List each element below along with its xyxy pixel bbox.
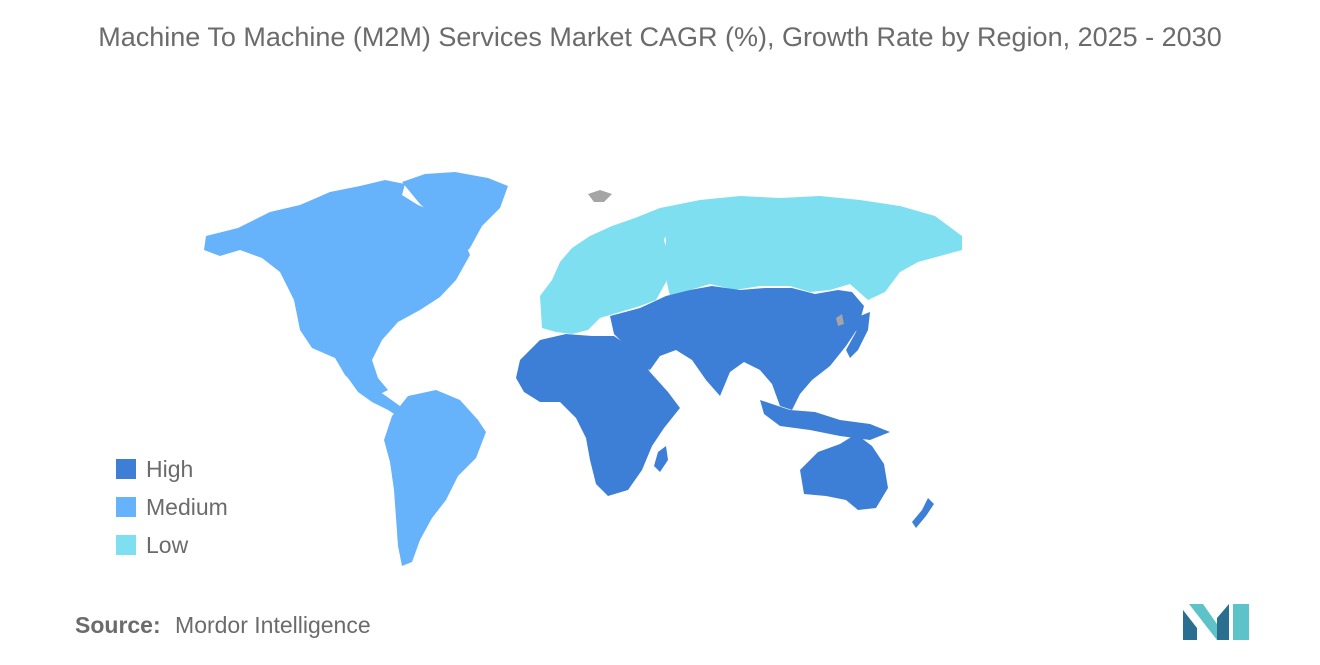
region-russia bbox=[660, 196, 962, 300]
region-japan bbox=[846, 312, 870, 358]
region-europe bbox=[540, 208, 670, 334]
source-value: Mordor Intelligence bbox=[175, 612, 371, 638]
source-note: Source: Mordor Intelligence bbox=[75, 612, 371, 639]
region-svalbard-no-data bbox=[588, 190, 612, 202]
region-australia bbox=[800, 434, 888, 510]
region-greenland bbox=[402, 172, 508, 260]
legend-swatch-high bbox=[116, 459, 136, 479]
region-africa bbox=[516, 334, 680, 496]
region-north-america bbox=[204, 180, 470, 396]
source-label: Source: bbox=[75, 612, 161, 638]
legend-swatch-medium bbox=[116, 497, 136, 517]
region-southeast-asia bbox=[760, 400, 890, 440]
legend-label-low: Low bbox=[146, 531, 189, 558]
region-madagascar bbox=[654, 446, 668, 472]
legend-item-medium: Medium bbox=[116, 488, 228, 526]
region-south-america bbox=[384, 390, 486, 566]
region-asia bbox=[610, 286, 864, 410]
legend-label-medium: Medium bbox=[146, 493, 228, 520]
chart-title: Machine To Machine (M2M) Services Market… bbox=[98, 22, 1222, 52]
mordor-logo-icon bbox=[1183, 604, 1249, 640]
legend-swatch-low bbox=[116, 535, 136, 555]
region-new-zealand bbox=[912, 498, 934, 528]
legend-label-high: High bbox=[146, 455, 194, 482]
legend-item-low: Low bbox=[116, 526, 228, 564]
region-korea-no-data bbox=[836, 314, 844, 326]
legend: High Medium Low bbox=[116, 450, 228, 564]
legend-item-high: High bbox=[116, 450, 228, 488]
